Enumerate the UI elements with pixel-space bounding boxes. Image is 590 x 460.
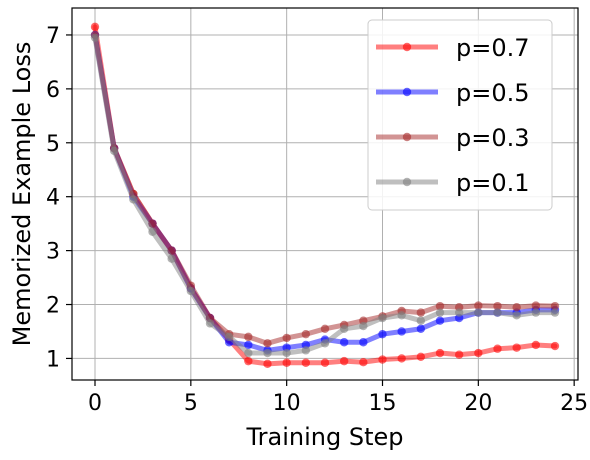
- y-tick-label: 2: [46, 294, 60, 319]
- legend-entry: p=0.3: [376, 124, 530, 152]
- legend-label: p=0.1: [456, 169, 530, 197]
- legend-swatch-marker: [402, 177, 412, 187]
- data-point: [205, 319, 215, 328]
- data-point: [339, 338, 349, 347]
- data-point: [263, 348, 272, 358]
- data-point: [359, 358, 368, 367]
- y-tick-label: 6: [46, 78, 60, 103]
- y-tick-label: 7: [46, 24, 60, 49]
- data-point: [90, 22, 100, 32]
- y-tick-label: 4: [46, 186, 60, 211]
- y-tick-label: 1: [46, 347, 60, 372]
- data-point: [493, 301, 502, 311]
- series-lines: [90, 22, 560, 369]
- data-point: [244, 340, 253, 350]
- data-point: [435, 301, 445, 311]
- data-point: [339, 356, 349, 366]
- data-point: [493, 308, 502, 317]
- data-point: [474, 308, 483, 317]
- data-point: [416, 324, 426, 333]
- legend-swatch-marker: [402, 132, 412, 142]
- data-point: [224, 332, 234, 342]
- data-point: [416, 352, 426, 362]
- x-tick-label: 0: [88, 391, 102, 416]
- data-point: [493, 344, 502, 353]
- data-point: [320, 358, 330, 367]
- data-point: [378, 313, 387, 323]
- x-axis-label: Training Step: [246, 423, 404, 451]
- data-point: [244, 348, 253, 358]
- data-point: [186, 286, 196, 296]
- series-p=0.1: [90, 33, 560, 358]
- data-point: [378, 355, 387, 364]
- data-point: [301, 346, 311, 355]
- data-point: [397, 311, 406, 320]
- data-point: [359, 321, 368, 331]
- legend-swatch-marker: [402, 87, 412, 97]
- y-axis-label: Memorized Example Loss: [8, 42, 36, 347]
- axis-ticks: 0 5 10 15 20 25 1 2 3 4 5 6 7: [46, 24, 588, 416]
- data-point: [435, 316, 445, 325]
- x-tick-label: 20: [464, 391, 492, 416]
- data-point: [109, 146, 119, 156]
- plot-frame: [71, 7, 579, 381]
- data-point: [129, 195, 138, 204]
- data-point: [416, 316, 426, 325]
- data-point: [531, 340, 541, 350]
- data-point: [531, 301, 541, 310]
- data-point: [90, 33, 100, 42]
- legend-swatch-marker: [402, 42, 412, 52]
- data-point: [397, 354, 406, 363]
- legend-label: p=0.5: [456, 79, 530, 107]
- x-tick-label: 5: [184, 391, 198, 416]
- data-point: [301, 358, 311, 367]
- data-point: [474, 348, 483, 358]
- data-point: [263, 339, 272, 348]
- data-point: [282, 348, 291, 358]
- data-point: [148, 227, 157, 236]
- data-point: [320, 324, 330, 333]
- data-point: [378, 329, 387, 339]
- data-point: [512, 311, 521, 320]
- legend-entry: p=0.5: [376, 79, 530, 107]
- data-point: [550, 341, 560, 351]
- data-point: [263, 359, 272, 369]
- data-point: [550, 308, 560, 317]
- data-point: [167, 254, 176, 263]
- data-point: [531, 308, 541, 317]
- legend: p=0.7 p=0.5 p=0.3 p=0.1: [367, 19, 553, 211]
- data-point: [416, 308, 426, 317]
- x-tick-label: 15: [369, 391, 397, 416]
- data-point: [320, 339, 330, 348]
- data-point: [512, 303, 521, 312]
- legend-label: p=0.3: [456, 124, 530, 152]
- data-point: [512, 343, 521, 352]
- data-point: [244, 332, 253, 342]
- data-point: [244, 356, 253, 366]
- y-tick-label: 3: [46, 240, 60, 265]
- x-tick-label: 25: [560, 391, 588, 416]
- data-point: [435, 308, 445, 317]
- data-point: [339, 324, 349, 333]
- legend-entry: p=0.1: [376, 169, 530, 197]
- data-point: [301, 329, 311, 339]
- legend-entry: p=0.7: [376, 34, 530, 62]
- data-point: [550, 301, 560, 311]
- legend-box: [367, 19, 553, 211]
- data-point: [474, 301, 483, 310]
- y-tick-label: 5: [46, 132, 60, 157]
- data-point: [435, 348, 445, 358]
- data-point: [282, 358, 291, 367]
- legend-label: p=0.7: [456, 34, 530, 62]
- data-point: [359, 338, 368, 347]
- x-tick-label: 10: [273, 391, 301, 416]
- data-point: [397, 327, 406, 336]
- data-point: [454, 308, 464, 317]
- data-point: [282, 333, 291, 343]
- data-point: [454, 350, 464, 359]
